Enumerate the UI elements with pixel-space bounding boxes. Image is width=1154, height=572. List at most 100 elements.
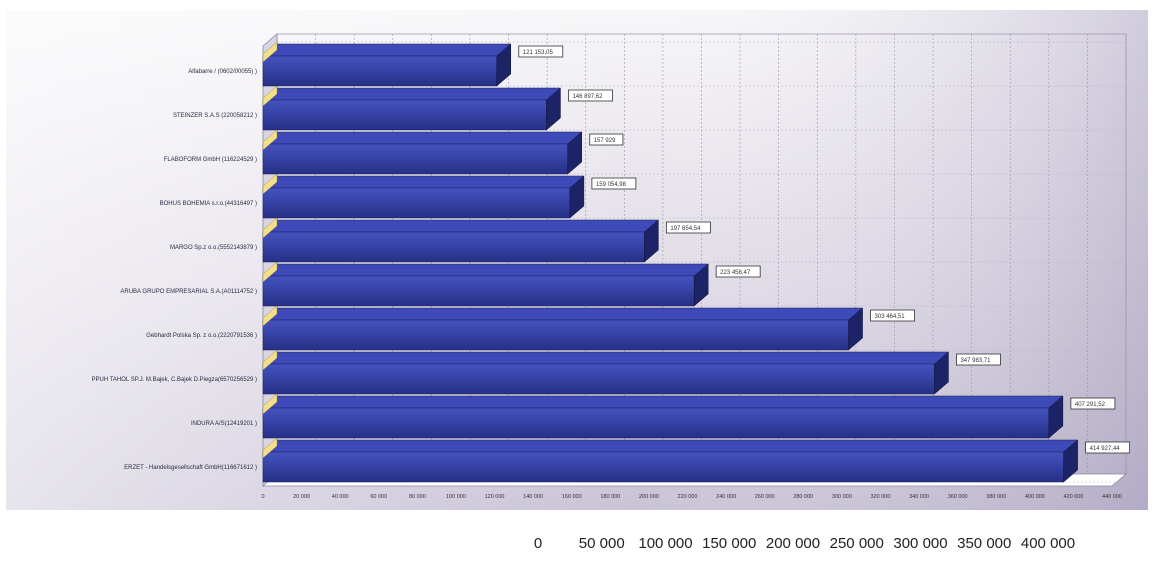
x-tick-label-10: 200 000 bbox=[639, 494, 659, 500]
bar-2 bbox=[262, 143, 568, 175]
value-label-5: 223 458,47 bbox=[720, 270, 751, 276]
bar-top-9 bbox=[262, 439, 1079, 453]
bar-top-0 bbox=[262, 43, 512, 57]
x-tick-label-1: 20 000 bbox=[293, 494, 310, 500]
secondary-tick-label-4: 200 000 bbox=[766, 535, 820, 552]
x-tick-label-3: 60 000 bbox=[370, 494, 387, 500]
bar-top-3 bbox=[262, 175, 585, 189]
category-label-9: ERZET - Handelsgesellschaft GmbH(1166716… bbox=[124, 465, 257, 471]
value-label-4: 197 654,54 bbox=[670, 226, 701, 232]
x-tick-label-9: 180 000 bbox=[600, 494, 620, 500]
bar-marker-8 bbox=[262, 393, 278, 415]
secondary-tick-label-2: 100 000 bbox=[638, 535, 692, 552]
category-label-8: INDURA A/S(12419201 ) bbox=[191, 421, 257, 427]
bar-side-8 bbox=[1048, 395, 1064, 439]
x-tick-label-13: 260 000 bbox=[755, 494, 775, 500]
x-tick-label-18: 360 000 bbox=[948, 494, 968, 500]
value-label-6: 303 464,51 bbox=[875, 314, 906, 320]
secondary-tick-label-0: 0 bbox=[534, 535, 542, 552]
bar-side-7 bbox=[934, 351, 949, 395]
x-tick-label-5: 100 000 bbox=[446, 494, 466, 500]
secondary-tick-label-8: 400 000 bbox=[1021, 535, 1075, 552]
value-label-7: 347 983,71 bbox=[960, 358, 991, 364]
x-tick-label-19: 380 000 bbox=[986, 494, 1006, 500]
bar-top-8 bbox=[262, 395, 1064, 409]
value-label-1: 146 897,62 bbox=[572, 94, 603, 100]
x-tick-label-7: 140 000 bbox=[523, 494, 543, 500]
bar-marker-9 bbox=[262, 437, 278, 459]
x-tick-label-20: 400 000 bbox=[1025, 494, 1045, 500]
bar-side-0 bbox=[496, 43, 512, 87]
bar-4 bbox=[262, 231, 645, 263]
category-label-4: MARGO Sp.z o.o.(5552143879 ) bbox=[170, 245, 257, 251]
bar-marker-4 bbox=[262, 217, 278, 239]
bar-top-2 bbox=[262, 131, 583, 145]
bar-marker-1 bbox=[262, 85, 278, 107]
x-tick-label-12: 240 000 bbox=[716, 494, 736, 500]
bar-side-6 bbox=[848, 307, 863, 351]
value-label-box-6 bbox=[870, 309, 915, 322]
value-label-8: 407 291,52 bbox=[1075, 402, 1106, 408]
bar-side-4 bbox=[644, 219, 659, 263]
x-tick-label-6: 120 000 bbox=[485, 494, 505, 500]
value-label-box-7 bbox=[956, 353, 1001, 366]
x-tick-label-16: 320 000 bbox=[871, 494, 891, 500]
secondary-tick-label-1: 50 000 bbox=[579, 535, 625, 552]
bar-9 bbox=[262, 451, 1064, 483]
value-label-box-0 bbox=[518, 45, 564, 58]
value-label-box-1 bbox=[568, 89, 613, 102]
bar-top-5 bbox=[262, 263, 709, 277]
value-label-box-2 bbox=[589, 133, 624, 146]
x-tick-label-14: 280 000 bbox=[793, 494, 813, 500]
bar-side-1 bbox=[546, 87, 561, 131]
value-label-9: 414 927,44 bbox=[1090, 446, 1121, 452]
value-label-0: 121 153,05 bbox=[523, 50, 554, 56]
x-tick-label-0: 0 bbox=[261, 494, 264, 500]
secondary-tick-label-6: 300 000 bbox=[893, 535, 947, 552]
category-label-3: BOHUS BOHEMIA s.r.o.(44316497 ) bbox=[160, 201, 257, 207]
x-tick-label-8: 160 000 bbox=[562, 494, 582, 500]
value-label-box-5 bbox=[715, 265, 761, 278]
value-label-2: 157 929 bbox=[594, 138, 616, 144]
bar-marker-5 bbox=[262, 261, 278, 283]
x-tick-label-15: 300 000 bbox=[832, 494, 852, 500]
bar-marker-0 bbox=[262, 41, 278, 63]
value-label-box-3 bbox=[591, 177, 637, 190]
bar-marker-7 bbox=[262, 349, 278, 371]
bar-5 bbox=[262, 275, 695, 307]
bar-marker-2 bbox=[262, 129, 278, 151]
bar-1 bbox=[262, 99, 547, 131]
x-tick-label-4: 80 000 bbox=[409, 494, 426, 500]
x-tick-label-21: 420 000 bbox=[1063, 494, 1083, 500]
bar-top-7 bbox=[262, 351, 950, 365]
bar-side-5 bbox=[693, 263, 709, 307]
category-label-5: ARUBA GRUPO EMPRESARIAL S.A.(A01114752 ) bbox=[120, 289, 257, 295]
bar-top-6 bbox=[262, 307, 864, 321]
bar-0 bbox=[262, 55, 498, 87]
category-label-7: PPUH TAHOL SP.J. M.Bajek, C.Bajek D.Pieg… bbox=[91, 377, 257, 383]
bar-marker-6 bbox=[262, 305, 278, 327]
secondary-tick-label-3: 150 000 bbox=[702, 535, 756, 552]
secondary-tick-label-7: 350 000 bbox=[957, 535, 1011, 552]
x-tick-label-17: 340 000 bbox=[909, 494, 929, 500]
bar-side-3 bbox=[569, 175, 585, 219]
bar-6 bbox=[262, 319, 849, 351]
value-label-box-4 bbox=[665, 221, 711, 234]
x-tick-label-2: 40 000 bbox=[332, 494, 349, 500]
x-tick-label-11: 220 000 bbox=[678, 494, 698, 500]
bar-top-1 bbox=[262, 87, 562, 101]
category-label-0: Alfabarre / (0602/00055) ) bbox=[188, 69, 257, 75]
secondary-tick-label-5: 250 000 bbox=[830, 535, 884, 552]
bar-7 bbox=[262, 363, 935, 395]
value-label-box-9 bbox=[1085, 441, 1131, 454]
category-label-6: Gebhardt Polska Sp. z o.o.(2220791536 ) bbox=[146, 333, 257, 339]
bar-8 bbox=[262, 407, 1050, 439]
x-tick-label-22: 440 000 bbox=[1102, 494, 1122, 500]
bar-top-4 bbox=[262, 219, 660, 233]
value-label-box-8 bbox=[1070, 397, 1116, 410]
bar-side-2 bbox=[567, 131, 582, 175]
bar-3 bbox=[262, 187, 571, 219]
category-label-2: FLABOFORM GmbH (116224529 ) bbox=[164, 157, 257, 163]
bar-side-9 bbox=[1063, 439, 1078, 483]
